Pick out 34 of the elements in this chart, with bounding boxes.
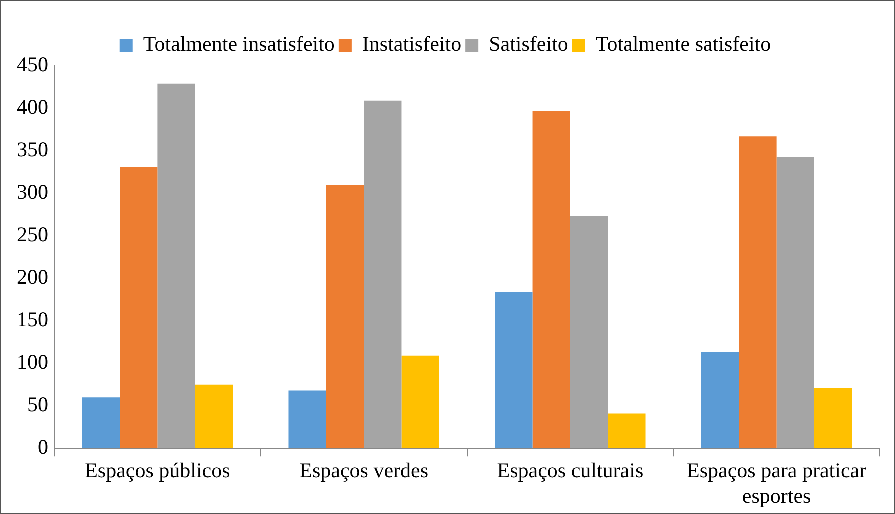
legend-label: Satisfeito <box>489 32 568 56</box>
x-tick-label: Espaços culturais <box>497 458 644 483</box>
bar <box>82 398 120 448</box>
y-tick-label: 150 <box>17 308 48 332</box>
y-tick-label: 350 <box>17 138 48 162</box>
x-tick-label: Espaços públicos <box>85 458 230 483</box>
bar <box>402 356 440 448</box>
bar <box>814 388 852 448</box>
y-tick-label: 0 <box>38 435 48 460</box>
x-tick-label: Espaços verdes <box>300 458 428 483</box>
bar <box>570 216 608 448</box>
y-tick-label: 400 <box>17 95 48 120</box>
bar <box>288 390 326 448</box>
legend-label: Totalmente satisfeito <box>596 32 772 56</box>
legend-label: Instatisfeito <box>362 32 462 56</box>
bar <box>158 84 196 448</box>
bar <box>776 156 814 448</box>
bar <box>495 292 533 448</box>
y-tick-label: 100 <box>17 350 48 374</box>
bar <box>364 100 402 448</box>
bar <box>532 111 570 448</box>
bar <box>739 136 777 448</box>
y-tick-label: 50 <box>28 392 48 417</box>
x-tick-label: Espaços para praticar esportes <box>687 458 867 508</box>
bar <box>326 185 364 448</box>
bar <box>701 352 740 448</box>
y-tick-label: 450 <box>17 52 48 77</box>
bar <box>608 414 646 448</box>
y-tick-label: 250 <box>17 222 48 247</box>
y-tick-label: 300 <box>17 180 48 204</box>
bar <box>120 167 158 448</box>
y-tick-label: 200 <box>17 265 48 290</box>
bar <box>195 384 234 448</box>
legend-label: Totalmente insatisfeito <box>143 32 335 56</box>
